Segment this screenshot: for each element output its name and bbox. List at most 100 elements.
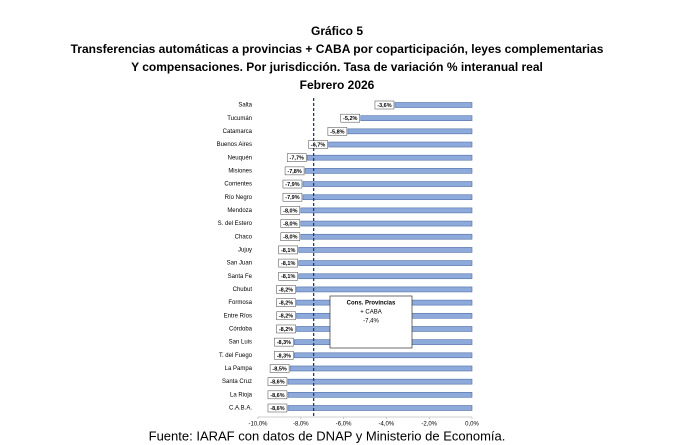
value-label: -8,6% (270, 393, 284, 399)
y-tick-label: Corrientes (224, 182, 252, 188)
bar (300, 207, 473, 214)
value-label: -7,7% (290, 156, 304, 162)
value-label-box (267, 390, 288, 400)
y-tick-label: T. del Fuego (219, 353, 253, 359)
value-label-box (267, 403, 288, 413)
value-label: -8,1% (281, 261, 295, 267)
value-label-box (276, 324, 296, 334)
value-label-box (308, 140, 328, 149)
y-tick-label: Chaco (235, 234, 253, 240)
value-label: -8,6% (270, 406, 284, 412)
bar (296, 286, 473, 293)
value-label-box (278, 245, 298, 255)
y-tick-label: San Juan (227, 261, 252, 267)
x-tick-label: 0,0% (465, 422, 479, 428)
value-label-box (278, 258, 298, 268)
y-tick-label: Santa Cruz (222, 379, 252, 385)
value-label: -8,2% (279, 301, 293, 307)
annotation-text: + CABA (360, 310, 382, 316)
bar (289, 365, 473, 372)
value-label: -8,2% (279, 314, 293, 320)
y-tick-label: Neuquén (228, 155, 252, 161)
bar (306, 154, 473, 161)
y-tick-label: S. del Estero (218, 221, 253, 227)
y-tick-label: San Luis (229, 340, 252, 346)
chart-title: Transferencias automáticas a provincias … (71, 42, 604, 56)
value-label: -8,5% (272, 366, 286, 372)
value-label-box (286, 153, 307, 162)
value-label-box (282, 179, 303, 189)
value-label: -7,9% (285, 195, 299, 201)
chart-title: Y compensaciones. Por jurisdicción. Tasa… (131, 60, 543, 74)
chart-title: Gráfico 5 (311, 24, 363, 38)
value-label-box (276, 285, 296, 294)
value-label: -8,0% (283, 208, 297, 214)
value-label: -8,6% (270, 380, 284, 386)
y-tick-label: La Pampa (225, 366, 253, 372)
bar (287, 378, 473, 385)
y-tick-label: Córdoba (229, 327, 253, 333)
value-label-box (276, 298, 296, 307)
y-tick-label: Formosa (228, 300, 252, 306)
value-label-box (280, 206, 301, 215)
annotation-text: -7,4% (363, 319, 379, 325)
bar (302, 194, 473, 201)
bar (328, 141, 473, 148)
bar (298, 260, 473, 266)
y-tick-label: Entre Ríos (224, 313, 252, 319)
value-label: -7,9% (285, 182, 299, 188)
value-label: -8,3% (277, 340, 291, 346)
bar (394, 102, 473, 108)
y-tick-label: Misiones (228, 168, 252, 174)
value-label-box (327, 127, 348, 136)
value-label: -3,6% (377, 103, 391, 109)
annotation-text: Cons. Provincias (347, 301, 396, 307)
value-label-box (274, 337, 294, 347)
value-label-box (269, 364, 290, 373)
value-label-box (276, 311, 296, 321)
x-tick-label: -4,0% (379, 422, 395, 428)
y-tick-label: Buenos Aires (217, 142, 252, 148)
value-label: -5,2% (343, 116, 357, 122)
bar (287, 405, 473, 411)
x-tick-label: -6,0% (336, 422, 352, 428)
value-label-box (280, 219, 301, 228)
y-tick-label: Santa Fe (228, 274, 253, 280)
y-tick-label: C.A.B.A. (229, 406, 252, 412)
bar (287, 392, 473, 398)
y-tick-label: Río Negro (225, 195, 253, 201)
y-tick-label: Jujuy (238, 247, 252, 253)
y-tick-label: Chubut (233, 287, 253, 293)
y-tick-label: Catamarca (223, 129, 253, 135)
bar (298, 273, 473, 280)
value-label: -8,1% (281, 248, 295, 254)
value-label: -8,3% (277, 353, 291, 359)
source: Fuente: IARAF con datos de DNAP y Minist… (149, 428, 506, 443)
bar (302, 181, 473, 187)
value-label-box (284, 166, 305, 176)
y-tick-label: Mendoza (227, 208, 252, 214)
bar (360, 115, 473, 121)
value-label: -8,2% (279, 327, 293, 333)
y-tick-label: La Rioja (230, 392, 253, 398)
bar (347, 128, 473, 135)
bar (300, 233, 473, 240)
x-tick-label: -8,0% (293, 422, 309, 428)
value-label: -6,7% (311, 142, 325, 148)
value-label-box (340, 113, 360, 123)
value-label-box (278, 272, 298, 281)
y-tick-label: Salta (238, 103, 252, 109)
bar (300, 220, 473, 227)
value-label-box (282, 192, 303, 202)
value-label: -5,8% (330, 129, 344, 135)
value-label: -8,0% (283, 222, 297, 228)
bar (294, 352, 473, 359)
bar (298, 247, 473, 253)
value-label: -8,0% (283, 235, 297, 241)
y-tick-label: Tucumán (227, 116, 252, 122)
bar (304, 168, 473, 174)
value-label: -7,8% (287, 169, 301, 175)
chart-title: Febrero 2026 (300, 78, 375, 92)
value-label-box (274, 351, 294, 360)
